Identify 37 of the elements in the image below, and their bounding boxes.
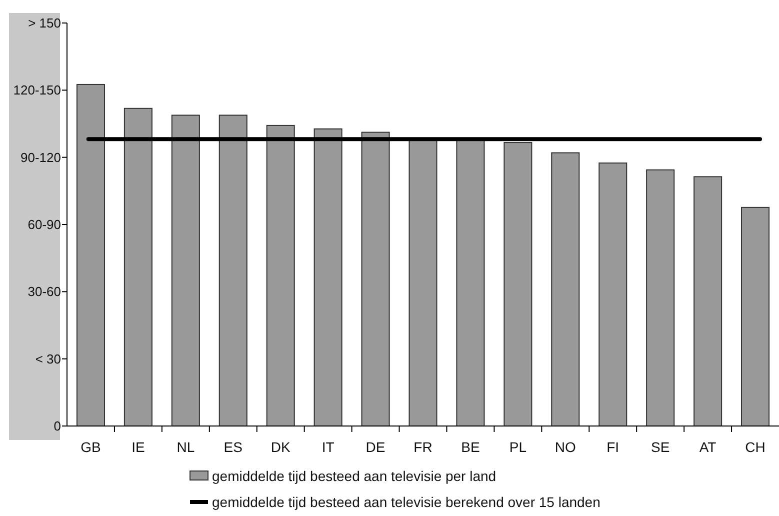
x-tick-label: FI [606, 439, 620, 455]
x-tick-label: NL [176, 439, 195, 455]
text: < 30 [35, 351, 61, 366]
x-tick-label: SE [650, 439, 670, 455]
bar [171, 114, 200, 426]
text: 60-90 [28, 217, 61, 232]
x-tick-label: PL [509, 439, 527, 455]
bar [124, 108, 152, 426]
x-tick-label: ES [224, 439, 242, 455]
bar [218, 114, 248, 426]
bar [76, 84, 105, 426]
text: 120-150 [13, 82, 61, 98]
text: > 150 [28, 16, 61, 31]
x-tick-label: IT [322, 439, 335, 455]
legend-label: gemiddelde tijd besteed aan televisie berekend over 15 landen [212, 494, 600, 510]
bar [504, 142, 532, 426]
bar [266, 124, 295, 426]
x-tick-label: DE [366, 439, 386, 455]
bar [741, 206, 770, 426]
text: 0 [54, 418, 61, 434]
bar [314, 128, 342, 426]
bar [551, 152, 580, 426]
bar [598, 162, 628, 426]
x-tick-label: FR [414, 439, 432, 455]
bar [694, 176, 722, 426]
x-tick-label: IE [132, 439, 145, 455]
x-tick-label: AT [699, 439, 717, 455]
bar [646, 169, 675, 426]
bar [361, 132, 390, 426]
legend-label: gemiddelde tijd besteed aan televisie per land [212, 468, 496, 484]
x-tick-label: CH [745, 439, 766, 455]
x-tick-label: NO [554, 439, 576, 455]
x-tick-label: GB [80, 439, 101, 455]
x-tick-label: DK [270, 439, 291, 455]
x-tick-label: BE [461, 439, 480, 455]
text: 30-60 [28, 284, 61, 300]
text: 90-120 [20, 150, 61, 165]
